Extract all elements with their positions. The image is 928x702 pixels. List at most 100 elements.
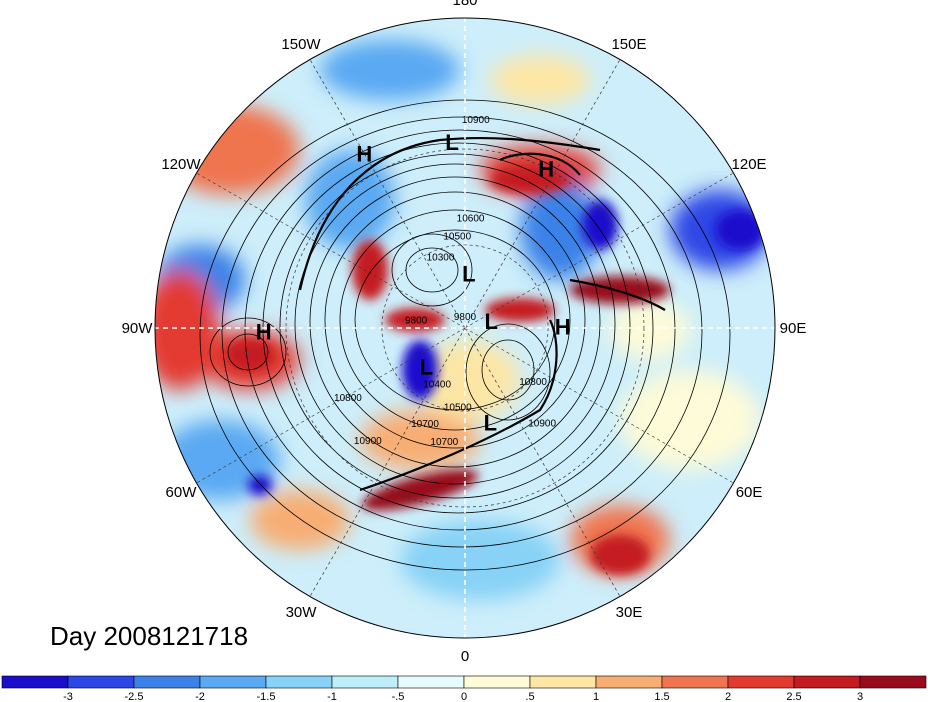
high-pressure-label: H	[256, 320, 272, 345]
meridian-line	[464, 59, 621, 329]
graticule	[155, 18, 775, 638]
anomaly-core	[570, 276, 670, 304]
contour-line	[209, 317, 287, 387]
anomaly-core	[715, 210, 765, 250]
contour-value-label: 10500	[443, 231, 471, 242]
anomaly-core	[225, 339, 275, 371]
anomaly-patch	[610, 300, 690, 360]
anomaly-core	[352, 240, 388, 300]
contour-line	[244, 129, 676, 531]
contour-line	[354, 229, 556, 411]
anomaly-patch	[620, 370, 760, 470]
jet-contour	[298, 136, 601, 291]
anomaly-core	[402, 340, 438, 400]
anomaly-core	[361, 469, 479, 511]
colorbar-swatch	[1, 675, 69, 689]
contour-line	[279, 153, 631, 499]
colorbar-swatch	[133, 675, 201, 689]
contour-line	[481, 339, 535, 401]
colorbar-tick-label: -2.5	[125, 691, 144, 702]
meridian-line	[464, 327, 734, 484]
colorbar-swatch	[595, 675, 663, 689]
contour-value-label: 9800	[405, 316, 428, 327]
contour-value-label: 10900	[354, 436, 382, 447]
jet-contour	[359, 319, 558, 492]
high-pressure-label: H	[356, 142, 372, 167]
colorbar-swatch	[331, 675, 399, 689]
high-pressure-label: H	[538, 157, 554, 182]
low-pressure-label: L	[462, 261, 475, 286]
contour-value-label: 10700	[411, 419, 439, 430]
contour-line	[309, 176, 601, 468]
colorbar-tick-label: 1	[593, 691, 599, 702]
longitude-label: 0	[461, 648, 469, 665]
anomaly-extremes	[225, 166, 765, 575]
colorbar-swatch	[661, 675, 729, 689]
meridian-line	[464, 172, 734, 329]
meridian-line	[196, 172, 466, 329]
longitude-label: 60W	[166, 484, 198, 501]
anomaly-core	[490, 166, 570, 194]
contour-value-label: 10400	[423, 380, 451, 391]
meridian-line	[196, 327, 466, 484]
colorbar-swatch	[67, 675, 135, 689]
longitude-label: 90E	[780, 320, 807, 337]
contour-line	[221, 116, 703, 548]
anomaly-core	[385, 308, 445, 332]
anomaly-core	[248, 475, 272, 495]
colorbar-tick-label: -1	[327, 691, 337, 702]
longitude-label: 30W	[286, 604, 318, 621]
longitude-label: 90W	[122, 320, 154, 337]
anomaly-core	[485, 298, 555, 322]
longitude-label: 150E	[611, 36, 646, 53]
colorbar-tick-label: 0	[461, 691, 467, 702]
jet-contour	[569, 278, 666, 311]
contour-value-label: 10900	[528, 419, 556, 430]
longitude-label: 180	[452, 0, 477, 9]
longitude-label: 60E	[736, 484, 763, 501]
contour-value-label: 10800	[334, 393, 362, 404]
parallel-line	[285, 148, 645, 508]
anomaly-patch	[160, 105, 300, 195]
contour-value-label: 10600	[457, 213, 485, 224]
contour-value-labels: 10900 10800 9800 10900 10600 10300 10500 9800 10…	[334, 115, 556, 448]
anomaly-core	[582, 200, 618, 250]
longitude-label: 120W	[161, 156, 201, 173]
colorbar-tick-label: 3	[857, 691, 863, 702]
colorbar-tick-label: 1.5	[654, 691, 669, 702]
colorbar: -3 -2.5 -2 -1.5 -1 -.5 0 .5 1 1.5 2 2.5 3	[1, 675, 927, 702]
contour-value-label: 10500	[444, 403, 472, 414]
colorbar-swatch	[529, 675, 597, 689]
longitude-labels: 90E 60E 30E 0 30W 60W 90W 120W 150W 180 150E 120E	[122, 0, 807, 665]
colorbar-tick-label: .5	[525, 691, 534, 702]
anomaly-patch	[490, 55, 590, 105]
colorbar-tick-label: -2	[195, 691, 205, 702]
colorbar-swatch	[727, 675, 795, 689]
contour-line	[294, 163, 616, 485]
anomaly-patch	[420, 340, 520, 420]
anomaly-patch	[320, 40, 460, 100]
contour-line	[324, 191, 586, 449]
low-pressure-label: L	[484, 410, 497, 435]
longitude-label: 30E	[616, 604, 643, 621]
contour-line	[227, 333, 269, 371]
low-pressure-label: L	[484, 309, 497, 334]
contour-value-label: 10700	[430, 437, 458, 448]
jet-contour	[499, 152, 581, 176]
anomaly-patch	[400, 520, 560, 600]
anomaly-core	[590, 535, 650, 575]
anomaly-patch	[250, 490, 350, 550]
contour-line	[339, 209, 571, 431]
height-contours	[199, 99, 731, 571]
contour-line	[391, 233, 473, 307]
meridian-line	[309, 327, 466, 597]
parallel-line	[381, 244, 549, 412]
high-pressure-label: H	[555, 314, 571, 339]
low-pressure-label: L	[445, 130, 458, 155]
colorbar-swatch	[793, 675, 861, 689]
colorbar-tick-label: 2.5	[786, 691, 801, 702]
colorbar-swatch	[199, 675, 267, 689]
map-boundary	[154, 17, 776, 639]
